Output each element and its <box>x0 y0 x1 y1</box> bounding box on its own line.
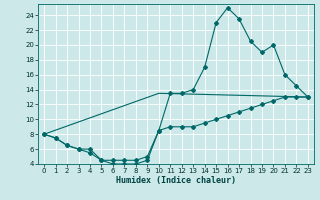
X-axis label: Humidex (Indice chaleur): Humidex (Indice chaleur) <box>116 176 236 185</box>
